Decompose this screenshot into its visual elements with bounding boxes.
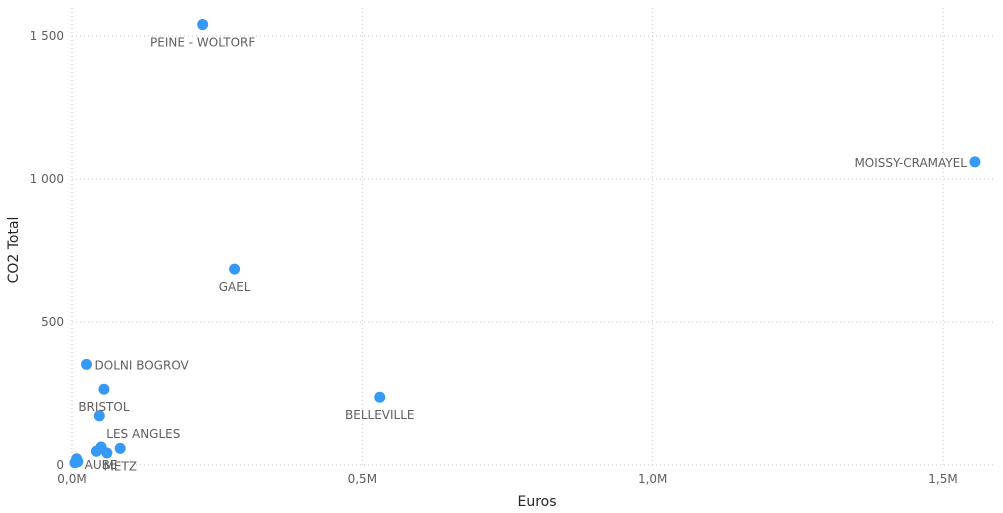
axis-ticks: 0 500 1 000 1 500 0,0M 0,5M 1,0M 1,5M: [30, 29, 958, 486]
point-label: METZ: [103, 459, 137, 473]
point-labels: PEINE - WOLTORF MOISSY-CRAMAYEL GAEL DOLNI …: [78, 36, 967, 474]
data-point[interactable]: [374, 391, 386, 403]
y-tick-label: 1 000: [30, 172, 64, 186]
point-label: GAEL: [219, 280, 251, 294]
data-point[interactable]: [969, 156, 981, 168]
point-label: DOLNI BOGROV: [95, 358, 190, 372]
data-point[interactable]: [98, 383, 110, 395]
y-tick-label: 1 500: [30, 29, 64, 43]
point-label: LES ANGLES: [106, 427, 180, 441]
data-points: [69, 19, 981, 469]
point-label: BELLEVILLE: [345, 408, 414, 422]
data-point[interactable]: [69, 457, 81, 469]
x-tick-label: 0,5M: [348, 472, 377, 486]
data-point[interactable]: [81, 358, 93, 370]
point-label: MOISSY-CRAMAYEL: [854, 156, 967, 170]
data-point[interactable]: [114, 442, 126, 454]
x-tick-label: 0,0M: [57, 472, 86, 486]
point-label: PEINE - WOLTORF: [150, 36, 255, 50]
y-tick-label: 500: [41, 315, 64, 329]
data-point[interactable]: [197, 19, 209, 31]
grid-lines: [71, 8, 995, 466]
data-point[interactable]: [90, 445, 102, 457]
y-tick-label: 0: [56, 458, 64, 472]
point-label: AUBE: [85, 458, 118, 472]
data-point[interactable]: [229, 263, 241, 275]
point-label: BRISTOL: [78, 400, 130, 414]
x-axis-title: Euros: [517, 494, 556, 510]
data-point[interactable]: [93, 410, 105, 422]
y-axis-title: CO2 Total: [6, 217, 22, 284]
x-tick-label: 1,0M: [638, 472, 667, 486]
data-point[interactable]: [101, 447, 113, 459]
x-tick-label: 1,5M: [928, 472, 957, 486]
